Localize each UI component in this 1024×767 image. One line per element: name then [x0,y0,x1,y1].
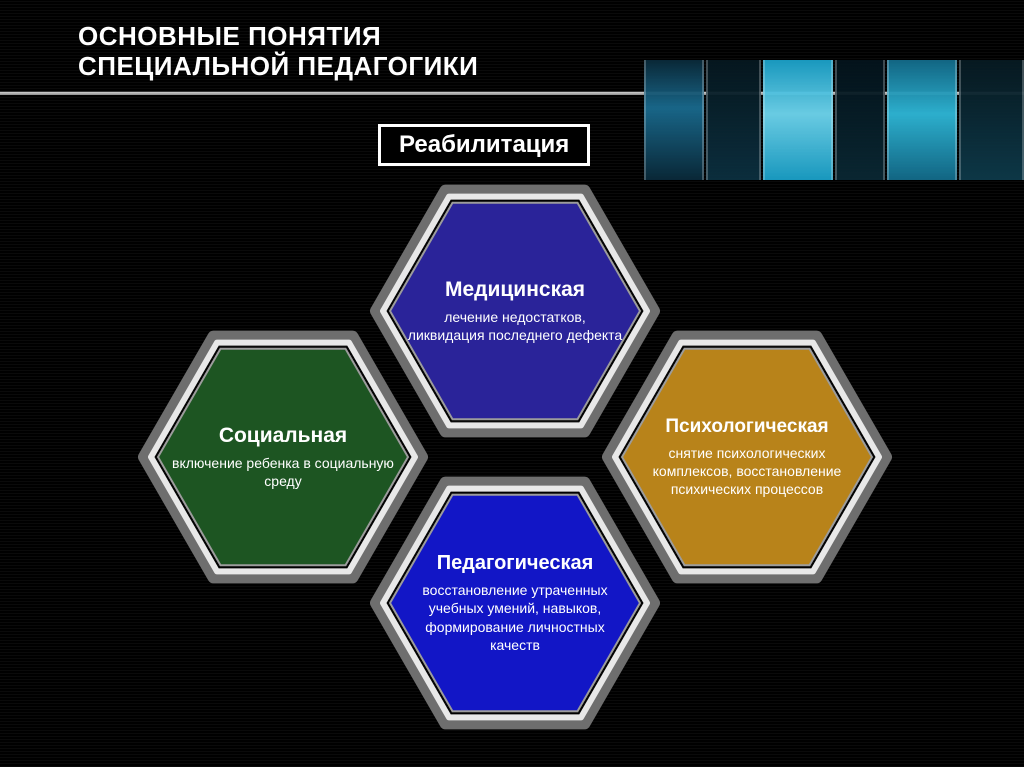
hex-top-heading: Медицинская [445,278,585,302]
decor-pane [887,60,957,180]
hex-bottom-heading: Педагогическая [437,552,594,575]
hex-right-body: снятие психологических комплексов, восст… [636,444,858,499]
subtitle-box: Реабилитация [378,124,590,166]
hex-top-body: лечение недостатков, ликвидация последне… [404,308,626,344]
hex-bottom: Педагогическая восстановление утраченных … [370,458,660,748]
decor-pane [763,60,833,180]
title-line-1: ОСНОВНЫЕ ПОНЯТИЯ [78,22,478,52]
slide-title: ОСНОВНЫЕ ПОНЯТИЯ СПЕЦИАЛЬНОЙ ПЕДАГОГИКИ [78,22,478,82]
decor-pane [959,60,1024,180]
hex-right-heading: Психологическая [665,416,828,438]
hex-left-heading: Социальная [219,424,347,448]
decor-pane [644,60,704,180]
hex-bottom-body: восстановление утраченных учебных умений… [404,581,626,654]
hex-bottom-text: Педагогическая восстановление утраченных … [370,458,660,748]
hex-left-body: включение ребенка в социальную среду [172,454,394,490]
title-line-2: СПЕЦИАЛЬНОЙ ПЕДАГОГИКИ [78,52,478,82]
subtitle-text: Реабилитация [399,131,569,158]
decor-pane [835,60,885,180]
decor-pane [706,60,761,180]
hex-stage: Медицинская лечение недостатков, ликвидац… [0,166,1024,766]
decor-strip [644,60,1024,180]
